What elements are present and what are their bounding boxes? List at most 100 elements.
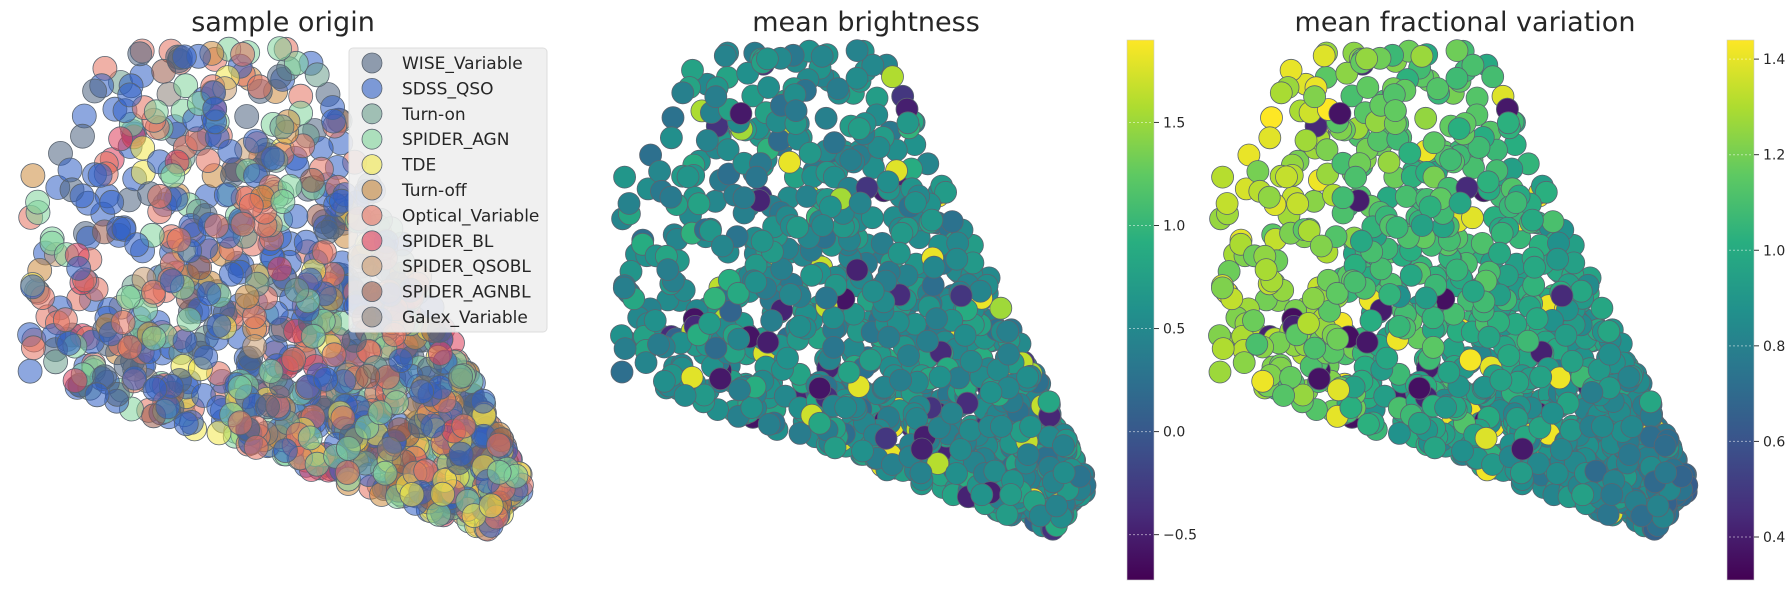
point-sdss-qso <box>124 232 150 258</box>
point-sdss-qso <box>20 274 45 300</box>
point-mean-brightness <box>874 426 898 450</box>
point-mean-brightness <box>826 77 850 100</box>
point-mean-brightness <box>896 111 920 135</box>
legend-label-optical-variable: Optical_Variable <box>402 206 539 226</box>
point-optical-variable <box>290 133 316 159</box>
colorbar-mean-fractional-variation: 0.4 0.6 0.8 1.0 1.2 1.4 <box>1726 39 1785 581</box>
point-mean-fractional-variation <box>1254 258 1278 282</box>
point-sdss-qso <box>420 413 446 439</box>
point-mean-fractional-variation <box>1496 111 1520 135</box>
point-mean-brightness <box>673 384 697 407</box>
point-mean-fractional-variation <box>1511 437 1534 461</box>
point-mean-brightness <box>851 439 874 463</box>
point-mean-brightness <box>757 76 780 99</box>
point-turn-on <box>43 349 68 375</box>
point-mean-brightness <box>648 160 671 183</box>
point-mean-brightness <box>837 360 861 384</box>
point-sdss-qso <box>409 379 435 405</box>
point-mean-brightness <box>822 335 845 359</box>
point-mean-fractional-variation <box>1378 283 1402 306</box>
point-mean-brightness <box>729 102 753 125</box>
point-mean-fractional-variation <box>1521 208 1544 232</box>
point-mean-fractional-variation <box>1275 165 1298 189</box>
point-mean-brightness <box>845 258 869 282</box>
point-mean-fractional-variation <box>1489 368 1513 392</box>
point-mean-brightness <box>613 165 636 189</box>
point-mean-fractional-variation <box>1639 390 1662 414</box>
panel-mean-brightness: mean brightness −0.5 0.0 0.5 1.0 1.5 <box>610 7 1197 581</box>
point-mean-brightness <box>887 241 911 265</box>
point-mean-brightness <box>834 395 858 419</box>
point-spider-bl <box>108 126 133 152</box>
point-wise-variable <box>127 41 153 67</box>
point-mean-brightness <box>848 191 872 215</box>
point-mean-brightness <box>920 208 944 232</box>
point-spider-agn <box>115 284 141 310</box>
point-mean-fractional-variation <box>1269 81 1293 105</box>
point-mean-fractional-variation <box>1399 263 1423 287</box>
point-mean-brightness <box>659 185 683 209</box>
point-mean-fractional-variation <box>1328 102 1352 125</box>
point-mean-brightness <box>786 215 809 239</box>
point-mean-brightness <box>916 329 939 353</box>
point-mean-brightness <box>1052 434 1075 458</box>
point-optical-variable <box>117 334 143 360</box>
point-spider-agn <box>372 460 398 486</box>
point-mean-fractional-variation <box>1423 436 1447 460</box>
point-sdss-qso <box>171 44 197 70</box>
legend-marker-tde <box>361 154 383 176</box>
point-wise-variable <box>267 64 292 89</box>
point-mean-fractional-variation <box>1541 401 1564 425</box>
point-mean-brightness <box>704 85 728 109</box>
point-mean-fractional-variation <box>1211 276 1234 300</box>
colorbar-tick-label: 1.0 <box>1763 243 1785 259</box>
colorbar-tick-label: −0.5 <box>1163 528 1197 544</box>
point-mean-fractional-variation <box>1549 438 1573 461</box>
point-mean-brightness <box>713 44 737 68</box>
point-mean-brightness <box>778 150 801 174</box>
point-mean-fractional-variation <box>1560 349 1584 373</box>
point-mean-brightness <box>1016 443 1040 467</box>
point-mean-brightness <box>890 221 914 245</box>
point-mean-fractional-variation <box>1546 247 1569 271</box>
point-mean-fractional-variation <box>1408 376 1431 400</box>
point-sdss-qso <box>159 268 185 294</box>
point-optical-variable <box>204 213 229 239</box>
point-mean-brightness <box>995 503 1019 526</box>
point-mean-fractional-variation <box>1654 461 1678 485</box>
point-mean-brightness <box>925 307 948 331</box>
point-mean-brightness <box>788 314 812 338</box>
point-mean-brightness <box>810 44 834 68</box>
point-mean-fractional-variation <box>1414 106 1438 130</box>
point-mean-fractional-variation <box>1343 270 1367 294</box>
point-mean-brightness <box>699 219 722 243</box>
point-mean-fractional-variation <box>1377 150 1401 174</box>
point-mean-brightness <box>784 99 808 122</box>
point-mean-fractional-variation <box>1297 311 1320 335</box>
point-spider-agn <box>270 189 296 215</box>
point-spider-agn <box>141 325 167 351</box>
point-mean-fractional-variation <box>1421 306 1445 330</box>
colorbar-tick-label: 1.4 <box>1763 52 1785 68</box>
point-sdss-qso <box>87 162 113 188</box>
legend-label-spider-agnbl: SPIDER_AGNBL <box>402 283 531 303</box>
point-mean-brightness <box>845 39 869 62</box>
legend-marker-galex-variable <box>361 306 383 328</box>
point-mean-fractional-variation <box>1315 138 1339 162</box>
point-mean-fractional-variation <box>1445 258 1469 282</box>
point-mean-fractional-variation <box>1497 344 1521 368</box>
legend-label-galex-variable: Galex_Variable <box>402 308 528 328</box>
point-mean-fractional-variation <box>1301 286 1325 310</box>
point-tde <box>430 481 456 507</box>
point-mean-brightness <box>613 337 637 361</box>
legend-marker-spider-bl <box>361 230 383 252</box>
legend-marker-wise-variable <box>361 52 383 74</box>
point-sdss-qso <box>66 255 92 281</box>
point-optical-variable <box>281 346 307 372</box>
point-mean-brightness <box>671 81 695 105</box>
point-mean-fractional-variation <box>1426 77 1450 100</box>
point-mean-brightness <box>949 284 973 308</box>
point-mean-brightness <box>922 255 946 279</box>
point-mean-brightness <box>798 141 822 165</box>
legend-frame <box>348 47 548 333</box>
